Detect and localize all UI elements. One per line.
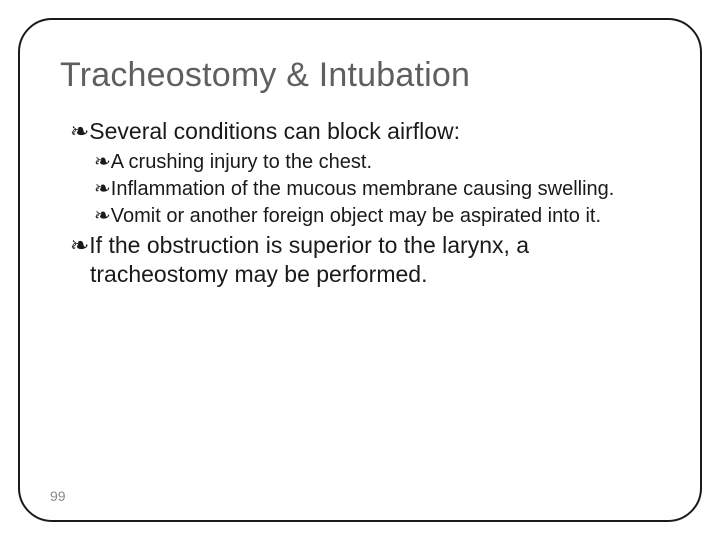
page-number: 99: [50, 488, 66, 504]
bullet-icon: ❧: [70, 118, 89, 144]
bullet-text: Several conditions can block airflow:: [89, 118, 460, 144]
bullet-lvl1: ❧If the obstruction is superior to the l…: [70, 231, 660, 289]
bullet-lvl2: ❧Inflammation of the mucous membrane cau…: [94, 177, 660, 202]
bullet-lvl2: ❧A crushing injury to the chest.: [94, 150, 660, 175]
bullet-icon: ❧: [94, 178, 111, 200]
bullet-icon: ❧: [94, 151, 111, 173]
bullet-icon: ❧: [94, 205, 111, 227]
slide-title: Tracheostomy & Intubation: [60, 56, 660, 95]
bullet-text: A crushing injury to the chest.: [111, 151, 372, 173]
bullet-text: Vomit or another foreign object may be a…: [111, 205, 601, 227]
bullet-lvl1: ❧Several conditions can block airflow:: [70, 117, 660, 146]
bullet-text: Inflammation of the mucous membrane caus…: [111, 178, 615, 200]
bullet-text: If the obstruction is superior to the la…: [89, 232, 529, 287]
slide-frame: Tracheostomy & Intubation ❧Several condi…: [18, 18, 702, 522]
bullet-icon: ❧: [70, 232, 89, 258]
bullet-lvl2: ❧Vomit or another foreign object may be …: [94, 204, 660, 229]
